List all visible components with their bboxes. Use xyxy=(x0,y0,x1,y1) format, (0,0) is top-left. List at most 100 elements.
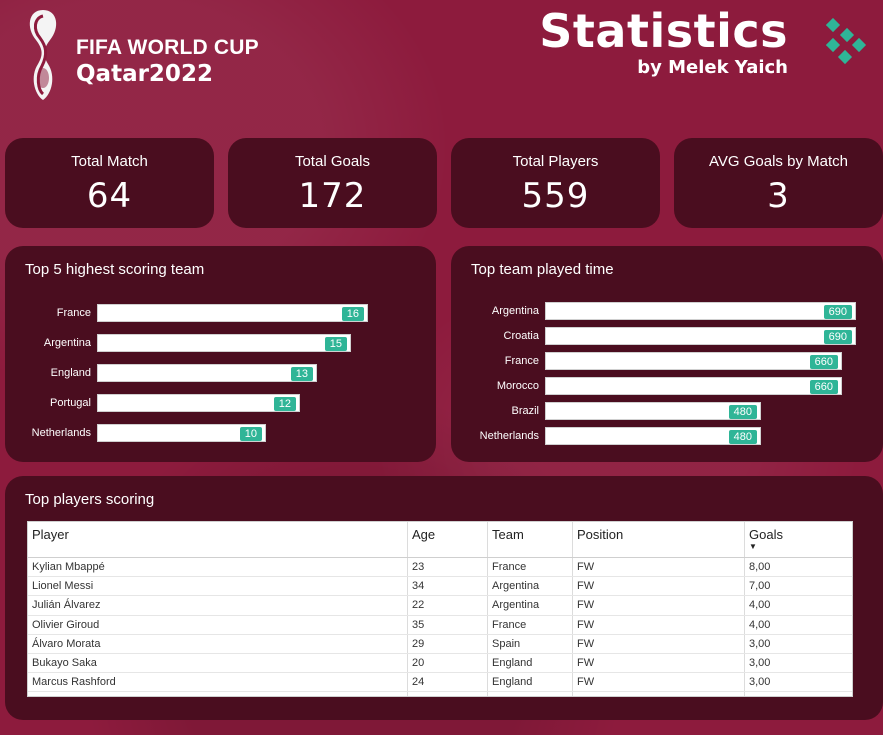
cell-goals: 4,00 xyxy=(744,615,852,635)
bar[interactable]: 660 xyxy=(545,377,842,395)
bar-row: Morocco 660 xyxy=(451,377,883,397)
data-label: 12 xyxy=(273,397,296,411)
kpi-avg-goals: AVG Goals by Match 3 xyxy=(674,138,883,228)
cell-age: 34 xyxy=(407,576,488,597)
table-row[interactable]: Julián Álvarez 22 Argentina FW 4,00 xyxy=(28,595,852,616)
column-header-team[interactable]: Team xyxy=(487,522,573,558)
category-label: France xyxy=(56,307,91,319)
cell-position: FW xyxy=(572,691,745,696)
category-label: Netherlands xyxy=(31,427,91,439)
column-header-age[interactable]: Age xyxy=(407,522,488,558)
table-row[interactable]: Bukayo Saka 20 England FW 3,00 xyxy=(28,653,852,674)
bar[interactable]: 480 xyxy=(545,427,761,445)
team-played-time-panel: Top team played time Argentina 690 Croatia… xyxy=(451,246,883,462)
cell-goals: 3,00 xyxy=(744,672,852,693)
cell-team: France xyxy=(487,557,573,578)
cell-goals: 3,00 xyxy=(744,653,852,674)
bar-row: Argentina 690 xyxy=(451,302,883,322)
column-header-player[interactable]: Player xyxy=(28,522,408,558)
table-row[interactable]: Lionel Messi 34 Argentina FW 7,00 xyxy=(28,576,852,597)
data-label: 480 xyxy=(728,430,757,444)
chart-title: Top team played time xyxy=(471,261,614,278)
kpi-label: Total Match xyxy=(71,153,148,170)
data-label: 480 xyxy=(728,405,757,419)
bar-row: Brazil 480 xyxy=(451,402,883,422)
kpi-value: 3 xyxy=(767,176,790,216)
category-label: England xyxy=(50,367,91,379)
cell-team: Argentina xyxy=(487,595,573,616)
bar-row: Netherlands 10 xyxy=(5,424,436,444)
report-logo-icon xyxy=(826,18,867,65)
bar[interactable]: 13 xyxy=(97,364,317,382)
cell-goals: 3,00 xyxy=(744,634,852,654)
kpi-total-players: Total Players 559 xyxy=(451,138,660,228)
kpi-value: 559 xyxy=(521,176,590,216)
data-label: 13 xyxy=(290,367,313,381)
cell-goals: 7,00 xyxy=(744,576,852,597)
data-label: 690 xyxy=(823,305,852,319)
cell-player: Kylian Mbappé xyxy=(28,557,408,578)
column-header-goals[interactable]: Goals ▼ xyxy=(744,522,852,558)
bar[interactable]: 660 xyxy=(545,352,842,370)
data-label: 660 xyxy=(809,380,838,394)
table-row[interactable]: Kylian Mbappé 23 France FW 8,00 xyxy=(28,557,852,578)
brand-line-1: FIFA WORLD CUP xyxy=(76,36,259,59)
cell-player: Lionel Messi xyxy=(28,576,408,597)
cell-age: 25 xyxy=(407,691,488,696)
table-row[interactable]: Marcus Rashford 24 England FW 3,00 xyxy=(28,672,852,693)
cell-team: France xyxy=(487,615,573,635)
category-label: Portugal xyxy=(50,397,91,409)
kpi-total-match: Total Match 64 xyxy=(5,138,214,228)
column-header-position[interactable]: Position xyxy=(572,522,745,558)
category-label: France xyxy=(504,355,539,367)
category-label: Croatia xyxy=(503,330,539,342)
kpi-total-goals: Total Goals 172 xyxy=(228,138,437,228)
bar[interactable]: 12 xyxy=(97,394,300,412)
cell-position: FW xyxy=(572,595,745,616)
cell-position: FW xyxy=(572,672,745,693)
sort-descending-icon[interactable]: ▼ xyxy=(749,542,757,551)
cell-team: Spain xyxy=(487,634,573,654)
bar[interactable]: 15 xyxy=(97,334,351,352)
page-subtitle: by Melek Yaich xyxy=(637,57,788,78)
cell-team: Argentina xyxy=(487,576,573,597)
bar-row: Croatia 690 xyxy=(451,327,883,347)
bar-row: France 660 xyxy=(451,352,883,372)
cell-team: Brazil xyxy=(487,691,573,696)
bar-row: Argentina 15 xyxy=(5,334,436,354)
kpi-label: Total Goals xyxy=(294,153,371,170)
cell-player: Marcus Rashford xyxy=(28,672,408,693)
table-row[interactable]: Álvaro Morata 29 Spain FW 3,00 xyxy=(28,634,852,654)
bar[interactable]: 480 xyxy=(545,402,761,420)
kpi-value: 64 xyxy=(86,176,133,216)
data-label: 10 xyxy=(239,427,262,441)
bar[interactable]: 690 xyxy=(545,327,856,345)
cell-age: 29 xyxy=(407,634,488,654)
cell-team: England xyxy=(487,672,573,693)
players-table: Player Age Team Position Goals ▼ Kylian M… xyxy=(27,521,853,697)
bar[interactable]: 10 xyxy=(97,424,266,442)
cell-age: 35 xyxy=(407,615,488,635)
brand-line-2: Qatar2022 xyxy=(76,61,213,87)
cell-age: 23 xyxy=(407,557,488,578)
table-row[interactable]: Richarlison25BrazilFW3,00 xyxy=(28,691,852,696)
bar[interactable]: 690 xyxy=(545,302,856,320)
cell-goals: 4,00 xyxy=(744,595,852,616)
bar-row: Portugal 12 xyxy=(5,394,436,414)
kpi-value: 172 xyxy=(298,176,367,216)
cell-player: Olivier Giroud xyxy=(28,615,408,635)
cell-age: 22 xyxy=(407,595,488,616)
bar[interactable]: 16 xyxy=(97,304,368,322)
cell-position: FW xyxy=(572,557,745,578)
top-scoring-teams-panel: Top 5 highest scoring team France 16 Argen… xyxy=(5,246,436,462)
bar-row: England 13 xyxy=(5,364,436,384)
table-row[interactable]: Olivier Giroud 35 France FW 4,00 xyxy=(28,615,852,635)
category-label: Netherlands xyxy=(479,430,539,442)
data-label: 16 xyxy=(341,307,364,321)
category-label: Argentina xyxy=(491,305,539,317)
category-label: Morocco xyxy=(496,380,539,392)
cell-goals: 8,00 xyxy=(744,557,852,578)
table-title: Top players scoring xyxy=(25,491,155,508)
category-label: Argentina xyxy=(43,337,91,349)
kpi-label: AVG Goals by Match xyxy=(709,153,848,170)
